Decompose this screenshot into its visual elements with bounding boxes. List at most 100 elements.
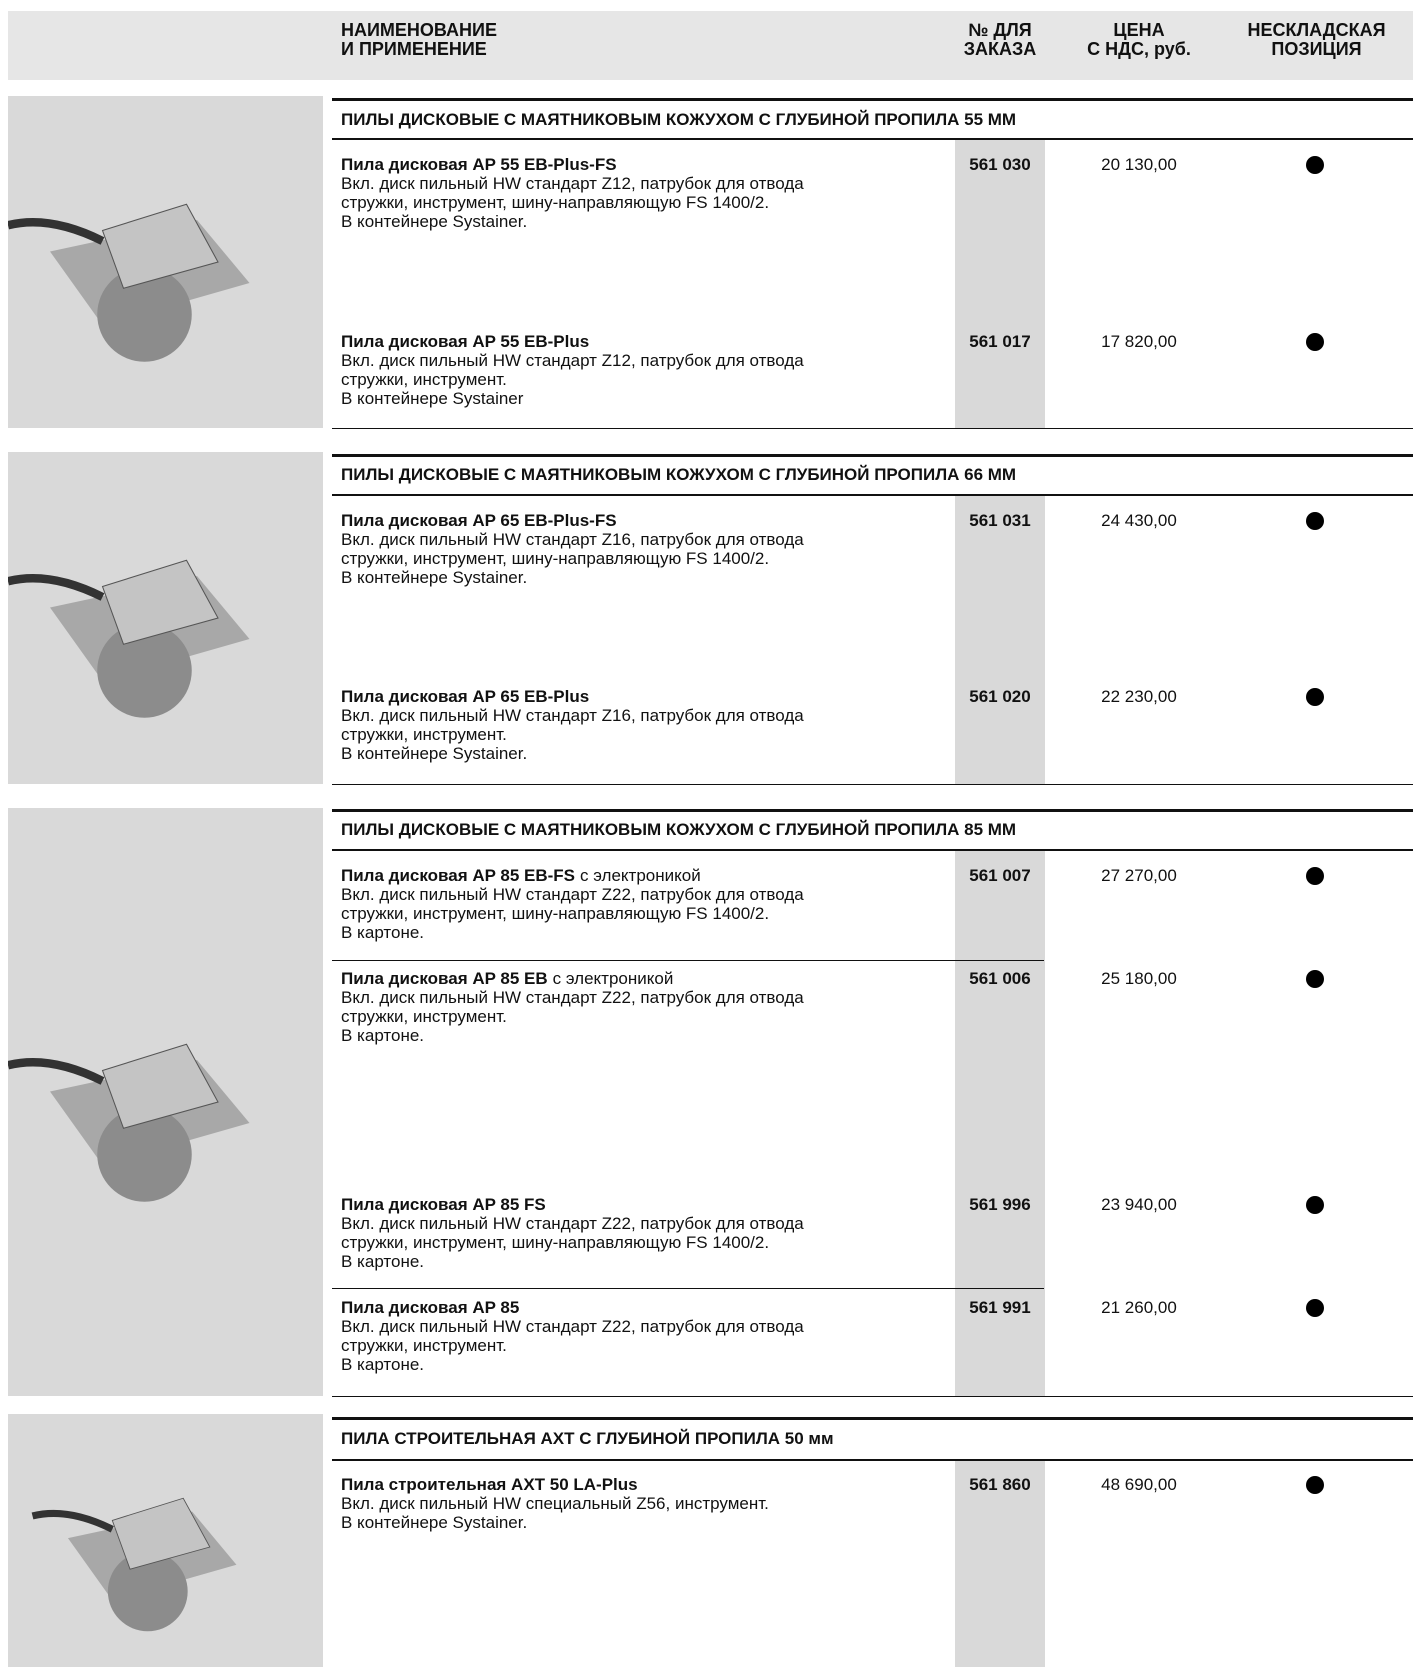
product-image: [8, 1414, 323, 1667]
product-image: [8, 452, 323, 784]
section-rule: [332, 454, 1413, 457]
nonstock-marker: [1306, 333, 1324, 351]
header-band: [8, 11, 1413, 80]
price: 20 130,00: [1101, 155, 1177, 174]
item-description: стружки, инструмент.: [341, 725, 507, 744]
price: 17 820,00: [1101, 332, 1177, 351]
item-description: стружки, инструмент, шину-направляющую F…: [341, 904, 770, 923]
order-column: [955, 851, 1045, 1396]
section-underline: [332, 138, 1413, 140]
nonstock-marker: [1306, 1196, 1324, 1214]
item-description: В картоне.: [341, 923, 425, 942]
nonstock-marker: [1306, 970, 1324, 988]
item-name: Пила дисковая AP 65 EB-Plus: [341, 687, 590, 706]
item-name: Пила дисковая AP 65 EB-Plus-FS: [341, 511, 617, 530]
section-rule: [332, 98, 1413, 101]
saw-illustration: [8, 559, 250, 718]
section-underline: [332, 849, 1413, 851]
price: 24 430,00: [1101, 511, 1177, 530]
order-number: 561 017: [969, 332, 1031, 351]
nonstock-marker: [1306, 688, 1324, 706]
saw-illustration: [8, 1043, 250, 1202]
order-number: 561 006: [969, 969, 1031, 988]
section-rule: [332, 1417, 1413, 1420]
item-description: Вкл. диск пильный HW стандарт Z12, патру…: [341, 174, 804, 193]
product-image: [8, 96, 323, 428]
price: 21 260,00: [1101, 1298, 1177, 1317]
section-title: ПИЛА СТРОИТЕЛЬНАЯ AXT С ГЛУБИНОЙ ПРОПИЛА…: [341, 1429, 834, 1448]
item-name: Пила дисковая AP 85 EB с электроникой: [341, 969, 674, 988]
order-number: 561 860: [969, 1475, 1031, 1494]
item-description: стружки, инструмент.: [341, 1007, 507, 1026]
nonstock-marker: [1306, 1299, 1324, 1317]
item-name: Пила дисковая AP 85: [341, 1298, 520, 1317]
nonstock-marker: [1306, 1476, 1324, 1494]
item-description: стружки, инструмент, шину-направляющую F…: [341, 549, 770, 568]
item-description: стружки, инструмент.: [341, 1336, 507, 1355]
item-name: Пила дисковая AP 85 FS: [341, 1195, 546, 1214]
item-name: Пила строительная AXT 50 LA-Plus: [341, 1475, 638, 1494]
price: 22 230,00: [1101, 687, 1177, 706]
section-underline: [332, 1459, 1413, 1461]
item-note: с электроникой: [552, 969, 674, 988]
item-description: В контейнере Systainer.: [341, 568, 528, 587]
item-rule: [332, 1288, 1044, 1289]
item-description: Вкл. диск пильный HW стандарт Z22, патру…: [341, 1214, 804, 1233]
item-name: Пила дисковая AP 55 EB-Plus: [341, 332, 590, 351]
header-price: С НДС, руб.: [1087, 39, 1191, 59]
order-number: 561 030: [969, 155, 1031, 174]
item-description: Вкл. диск пильный HW стандарт Z16, патру…: [341, 530, 804, 549]
price: 48 690,00: [1101, 1475, 1177, 1494]
order-column: [955, 496, 1045, 784]
section-underline: [332, 494, 1413, 496]
section-title: ПИЛЫ ДИСКОВЫЕ С МАЯТНИКОВЫМ КОЖУХОМ С ГЛ…: [341, 110, 1017, 129]
item-description: стружки, инструмент.: [341, 370, 507, 389]
header-order: № ДЛЯ: [968, 20, 1032, 40]
item-description: В контейнере Systainer.: [341, 212, 528, 231]
order-number: 561 020: [969, 687, 1031, 706]
order-number: 561 007: [969, 866, 1031, 885]
item-name: Пила дисковая AP 55 EB-Plus-FS: [341, 155, 617, 174]
item-description: Вкл. диск пильный HW стандарт Z22, патру…: [341, 885, 804, 904]
item-rule: [332, 960, 1044, 961]
order-column: [955, 140, 1045, 428]
item-description: В контейнере Systainer.: [341, 1513, 528, 1532]
header-name: И ПРИМЕНЕНИЕ: [341, 39, 487, 59]
header-order: ЗАКАЗА: [963, 39, 1037, 59]
order-number: 561 031: [969, 511, 1031, 530]
section-bottom-rule: [332, 784, 1413, 785]
price: 23 940,00: [1101, 1195, 1177, 1214]
item-description: Вкл. диск пильный HW стандарт Z16, патру…: [341, 706, 804, 725]
item-description: Вкл. диск пильный HW специальный Z56, ин…: [341, 1494, 769, 1513]
item-description: В контейнере Systainer.: [341, 744, 528, 763]
order-number: 561 996: [969, 1195, 1031, 1214]
header-name: НАИМЕНОВАНИЕ: [341, 20, 497, 40]
item-description: В контейнере Systainer: [341, 389, 524, 408]
saw-illustration: [31, 1497, 237, 1632]
section-title: ПИЛЫ ДИСКОВЫЕ С МАЯТНИКОВЫМ КОЖУХОМ С ГЛ…: [341, 465, 1017, 484]
item-name: Пила дисковая AP 85 EB-FS с электроникой: [341, 866, 701, 885]
product-image: [8, 808, 323, 1396]
item-description: стружки, инструмент, шину-направляющую F…: [341, 1233, 770, 1252]
saw-illustration: [8, 203, 250, 362]
section-bottom-rule: [332, 1396, 1413, 1397]
header-nonstock: НЕСКЛАДСКАЯ: [1247, 20, 1386, 40]
section-title: ПИЛЫ ДИСКОВЫЕ С МАЯТНИКОВЫМ КОЖУХОМ С ГЛ…: [341, 820, 1017, 839]
nonstock-marker: [1306, 512, 1324, 530]
header-nonstock: ПОЗИЦИЯ: [1271, 39, 1362, 59]
item-description: В картоне.: [341, 1355, 425, 1374]
nonstock-marker: [1306, 156, 1324, 174]
item-description: Вкл. диск пильный HW стандарт Z22, патру…: [341, 1317, 804, 1336]
item-description: В картоне.: [341, 1026, 425, 1045]
item-description: В картоне.: [341, 1252, 425, 1271]
price: 27 270,00: [1101, 866, 1177, 885]
header-price: ЦЕНА: [1113, 20, 1165, 40]
item-description: Вкл. диск пильный HW стандарт Z12, патру…: [341, 351, 804, 370]
nonstock-marker: [1306, 867, 1324, 885]
order-number: 561 991: [969, 1298, 1031, 1317]
order-column: [955, 1461, 1045, 1667]
section-rule: [332, 809, 1413, 812]
section-bottom-rule: [332, 428, 1413, 429]
item-note: с электроникой: [580, 866, 701, 885]
